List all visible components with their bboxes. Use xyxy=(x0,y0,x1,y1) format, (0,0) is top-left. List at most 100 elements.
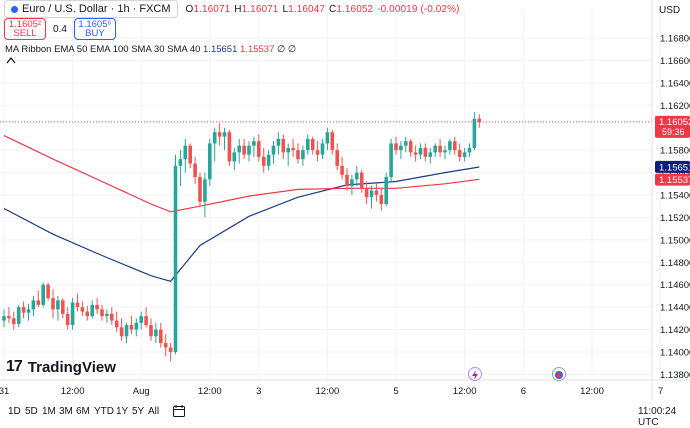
candle-down xyxy=(21,307,26,313)
candle-down xyxy=(12,318,16,324)
time-tick-label: 12:00 xyxy=(61,386,85,397)
candle-down xyxy=(100,309,104,317)
range-button-all[interactable]: All xyxy=(148,406,160,417)
candle-down xyxy=(315,150,320,155)
indicator-value-sma40: ∅ xyxy=(287,44,297,55)
bottom-toolbar: 1D 5D 1M 3M 6M YTD 1Y 5Y All 11:00:24 UTC xyxy=(0,402,690,428)
candle-down xyxy=(159,329,163,343)
last-price-label-bg xyxy=(655,115,690,138)
price-tick-label: 1.14200 xyxy=(660,325,690,336)
price-tick-label: 1.14400 xyxy=(660,303,690,314)
range-button-1m[interactable]: 1M xyxy=(42,406,56,417)
candle-down xyxy=(51,298,55,310)
earnings-event-icon[interactable] xyxy=(468,367,482,381)
candle-down xyxy=(340,165,344,175)
candle-down xyxy=(198,177,202,202)
ema50-price-label: 1.15651 xyxy=(659,162,690,173)
candle-up xyxy=(355,172,359,180)
symbol-selector[interactable]: Euro / U.S. Dollar · 1h · FXCM xyxy=(4,0,178,18)
candle-down xyxy=(75,302,80,308)
candle-down xyxy=(335,150,339,166)
time-tick-label: 6 xyxy=(521,386,526,397)
ohlc-change: -0.00019 (-0.02%) xyxy=(377,3,460,15)
time-tick-label: 12:00 xyxy=(580,386,604,397)
time-tick-label: 3 xyxy=(256,386,261,397)
ohlc-label-o: O xyxy=(185,3,194,15)
last-price-label: 1.16052 xyxy=(659,117,690,128)
ohlc-value-l: 1.16047 xyxy=(288,3,326,15)
candle-down xyxy=(85,311,90,317)
price-tick-label: 1.16200 xyxy=(660,101,690,112)
candle-up xyxy=(183,145,188,160)
candle-down xyxy=(477,118,482,123)
candle-down xyxy=(7,316,11,319)
range-button-3m[interactable]: 3M xyxy=(59,406,73,417)
range-button-1d[interactable]: 1D xyxy=(8,406,21,417)
price-tick-label: 1.16800 xyxy=(660,34,690,45)
candle-up xyxy=(271,145,276,155)
time-tick-label: 12:00 xyxy=(316,386,340,397)
candle-down xyxy=(61,300,65,314)
candle-up xyxy=(212,132,217,144)
ema100-label-bg xyxy=(655,173,690,186)
candle-down xyxy=(129,325,134,330)
range-button-5y[interactable]: 5Y xyxy=(132,406,145,417)
tradingview-logo-mark: 17 xyxy=(6,358,23,375)
candle-up xyxy=(252,141,256,146)
candle-up xyxy=(286,147,290,153)
candle-down xyxy=(296,150,300,160)
current-time[interactable]: 11:00:24 UTC xyxy=(638,406,677,428)
candle-up xyxy=(31,300,36,310)
price-tick-label: 1.15000 xyxy=(660,235,690,246)
buy-button[interactable]: 1.1605⁶ BUY xyxy=(73,18,116,40)
candle-down xyxy=(438,145,442,153)
sell-button[interactable]: 1.1605² SELL xyxy=(4,18,46,40)
economic-event-icon[interactable] xyxy=(552,367,566,381)
candle-up xyxy=(389,143,393,178)
trade-panel: 1.1605² SELL 0.4 1.1605⁶ BUY xyxy=(4,18,116,40)
indicator-name: MA Ribbon EMA 50 EMA 100 SMA 30 SMA 40 xyxy=(5,44,201,55)
candle-up xyxy=(203,179,207,202)
candle-up xyxy=(418,147,423,155)
candle-down xyxy=(168,347,173,352)
candle-up xyxy=(404,141,408,146)
candle-up xyxy=(306,138,310,151)
candle-up xyxy=(56,300,60,310)
candle-down xyxy=(257,141,261,157)
range-button-ytd[interactable]: YTD xyxy=(94,406,114,417)
candle-down xyxy=(364,188,369,198)
range-button-6m[interactable]: 6M xyxy=(76,406,90,417)
ema50-label-bg xyxy=(655,160,690,173)
range-button-1y[interactable]: 1Y xyxy=(116,406,129,417)
price-tick-label: 1.16600 xyxy=(660,56,690,67)
indicator-legend[interactable]: MA Ribbon EMA 50 EMA 100 SMA 30 SMA 40 1… xyxy=(5,44,296,55)
indicator-value-sma30: ∅ xyxy=(277,44,286,55)
time-tick-label: 12:00 xyxy=(453,386,477,397)
candle-up xyxy=(467,147,472,153)
collapse-legend-icon[interactable] xyxy=(6,56,20,68)
candle-up xyxy=(443,150,447,153)
candle-up xyxy=(70,302,75,326)
chart-header: Euro / U.S. Dollar · 1h · FXCM O1.16071 H… xyxy=(0,0,464,18)
candle-up xyxy=(124,325,129,337)
range-button-5d[interactable]: 5D xyxy=(25,406,38,417)
candle-down xyxy=(359,172,364,189)
candle-up xyxy=(173,165,178,352)
ohlc-label-l: L xyxy=(282,3,289,15)
price-tick-label: 1.14000 xyxy=(660,347,690,358)
candle-up xyxy=(399,145,403,151)
buy-label: BUY xyxy=(85,28,105,39)
date-range-calendar-icon[interactable] xyxy=(172,404,186,421)
candle-down xyxy=(281,138,286,153)
candle-up xyxy=(178,159,183,166)
ohlc-label-c: C xyxy=(329,3,337,15)
price-tick-label: 1.14600 xyxy=(660,280,690,291)
candle-down xyxy=(119,327,124,337)
indicator-value-ema50: 1.15651 xyxy=(203,44,238,55)
candle-up xyxy=(462,152,467,157)
symbol-flag-icon xyxy=(11,5,18,13)
candle-up xyxy=(320,143,325,155)
price-countdown: 59:36 xyxy=(662,127,685,137)
ohlc-values: O1.16071 H1.16071 L1.16047 C1.16052 -0.00019… xyxy=(186,4,464,15)
